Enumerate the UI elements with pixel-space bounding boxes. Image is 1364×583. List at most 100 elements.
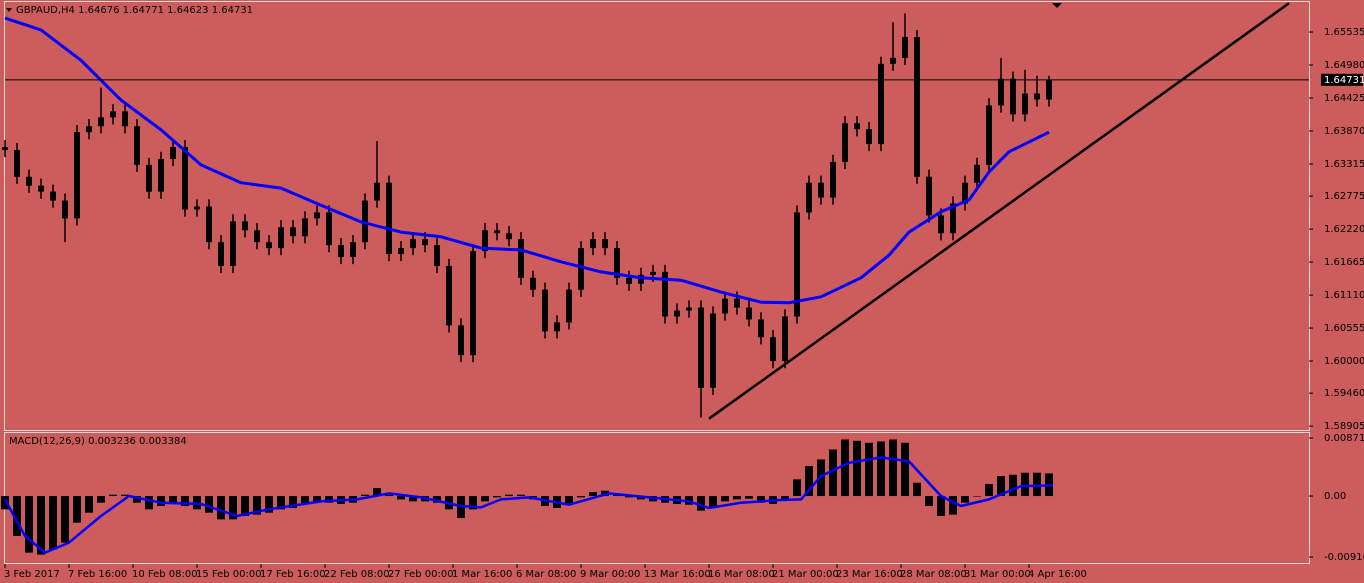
main-panel-border xyxy=(4,1,1310,431)
macd-bar xyxy=(937,496,945,517)
macd-bar xyxy=(997,476,1005,497)
macd-bar xyxy=(961,496,969,503)
macd-bar xyxy=(1021,472,1029,497)
collapse-arrow xyxy=(6,8,12,12)
candle-body xyxy=(506,233,512,240)
macd-bar xyxy=(169,496,177,503)
macd-bar xyxy=(265,496,273,513)
macd-bar xyxy=(853,440,861,497)
macd-bar xyxy=(901,442,909,497)
macd-bar xyxy=(985,484,993,497)
candle-body xyxy=(26,176,32,186)
macd-bar xyxy=(433,496,441,503)
candle-body xyxy=(170,147,176,159)
y-tick-label: 1.63870 xyxy=(1324,126,1364,137)
macd-bar xyxy=(925,496,933,507)
moving-average xyxy=(4,16,1050,305)
macd-bar xyxy=(805,466,813,497)
candle-body xyxy=(518,239,524,278)
candle-body xyxy=(278,227,284,249)
macd-bar xyxy=(385,494,393,497)
candle-body xyxy=(86,126,92,133)
candle-body xyxy=(698,307,704,388)
macd-bar xyxy=(1033,472,1041,497)
y-tick-label: 1.60555 xyxy=(1324,323,1364,334)
candle-body xyxy=(62,200,68,219)
macd-bar xyxy=(301,496,309,505)
macd-bar xyxy=(85,496,93,513)
candle-body xyxy=(950,203,956,234)
candle-body xyxy=(854,123,860,130)
shift-marker xyxy=(1052,3,1062,8)
macd-bar xyxy=(481,496,489,502)
candle-body xyxy=(662,271,668,317)
x-tick-label: 7 Feb 16:00 xyxy=(68,569,127,580)
candle-body xyxy=(902,37,908,58)
macd-bar xyxy=(121,494,129,497)
macd-bar xyxy=(781,496,789,500)
candle-body xyxy=(758,319,764,338)
candle-body xyxy=(998,78,1004,106)
candle-body xyxy=(386,182,392,255)
macd-bar xyxy=(1,496,9,510)
candle-body xyxy=(590,239,596,249)
candle-body xyxy=(602,239,608,249)
macd-bar xyxy=(841,439,849,497)
candle-body xyxy=(806,182,812,213)
candle-body xyxy=(446,265,452,326)
x-tick-label: 4 Apr 16:00 xyxy=(1028,569,1087,580)
macd-bar xyxy=(205,496,213,513)
y-tick-label: 1.63315 xyxy=(1324,159,1364,170)
macd-bar xyxy=(361,494,369,497)
macd-bar xyxy=(181,496,189,507)
candle-body xyxy=(818,182,824,198)
candle-body xyxy=(146,164,152,192)
trendline xyxy=(708,2,1290,420)
candle-body xyxy=(986,105,992,165)
macd-bar xyxy=(973,496,981,497)
candle-body xyxy=(890,57,896,64)
macd-bar xyxy=(565,496,573,505)
macd-bar xyxy=(757,496,765,503)
x-tick-label: 13 Mar 16:00 xyxy=(644,569,711,580)
candle-body xyxy=(98,117,104,127)
candle-body xyxy=(290,227,296,237)
macd-bar xyxy=(745,496,753,499)
candle-body xyxy=(566,289,572,323)
x-tick-label: 3 Feb 2017 xyxy=(4,569,60,580)
candle-body xyxy=(458,325,464,356)
candle-body xyxy=(470,251,476,356)
x-tick-label: 23 Mar 16:00 xyxy=(836,569,903,580)
macd-bar xyxy=(709,496,717,509)
x-tick-label: 31 Mar 00:00 xyxy=(964,569,1031,580)
candle-body xyxy=(158,158,164,192)
x-tick-label: 16 Mar 08:00 xyxy=(708,569,775,580)
macd-bar xyxy=(157,496,165,507)
macd-bar xyxy=(877,441,885,497)
macd-bar xyxy=(517,494,525,497)
x-tick-label: 27 Feb 00:00 xyxy=(388,569,454,580)
candle-body xyxy=(974,164,980,183)
macd-bar xyxy=(493,496,501,498)
y-tick-label: -0.009163 xyxy=(1324,552,1364,563)
candle-body xyxy=(38,185,44,192)
x-tick-label: 1 Mar 16:00 xyxy=(452,569,512,580)
macd-bar xyxy=(589,492,597,497)
candle-body xyxy=(1034,93,1040,100)
macd-bar xyxy=(865,442,873,497)
y-tick-label: 1.62220 xyxy=(1324,224,1364,235)
candle-body xyxy=(122,111,128,127)
candle-body xyxy=(242,221,248,231)
x-tick-label: 22 Feb 08:00 xyxy=(324,569,390,580)
candle-body xyxy=(1046,79,1052,100)
y-tick-label: 1.62775 xyxy=(1324,191,1364,202)
candle-body xyxy=(686,307,692,311)
candle-body xyxy=(722,298,728,314)
y-tick-label: 1.58905 xyxy=(1324,421,1364,432)
candle-body xyxy=(578,248,584,290)
candle-body xyxy=(926,176,932,216)
x-tick-label: 9 Mar 00:00 xyxy=(580,569,640,580)
candle-body xyxy=(434,245,440,266)
macd-bar xyxy=(505,494,513,497)
